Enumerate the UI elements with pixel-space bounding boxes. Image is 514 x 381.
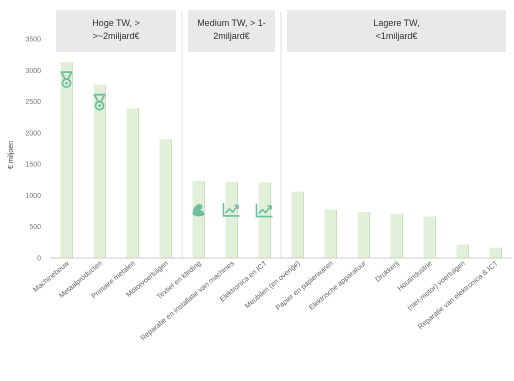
bar xyxy=(258,182,271,258)
group-header: Medium TW, > 1- 2miljard€ xyxy=(188,10,275,52)
bar xyxy=(390,213,403,258)
bar xyxy=(456,244,469,258)
group-title-line1: Medium TW, > 1- xyxy=(197,18,266,28)
y-tick-label: 2500 xyxy=(25,99,41,106)
flexed-arm-icon xyxy=(192,204,205,217)
y-axis-label: € miljoen xyxy=(8,141,15,169)
medal-icon xyxy=(60,71,73,89)
group-title-line2: <1miljard€ xyxy=(376,31,418,41)
bar xyxy=(423,216,436,258)
group-title-line2: >~2miljard€ xyxy=(92,31,139,41)
x-tick-label: Meubilen (en overige) xyxy=(243,259,302,311)
y-tick-labels: 0 500 1000 1500 2000 2500 3000 3500 xyxy=(25,37,41,263)
medal-icon xyxy=(93,93,106,111)
y-tick-label: 1000 xyxy=(25,193,41,200)
bar xyxy=(324,209,337,258)
bar-icons xyxy=(60,71,273,218)
trend-up-icon xyxy=(222,202,240,217)
y-tick-label: 500 xyxy=(29,224,41,231)
y-tick-label: 3500 xyxy=(25,37,41,44)
y-tick-label: 0 xyxy=(37,256,41,263)
group-title-line1: Lagere TW, xyxy=(373,18,419,28)
group-header-box xyxy=(287,10,506,52)
bar xyxy=(126,108,139,258)
group-title-line2: 2miljard€ xyxy=(213,31,250,41)
bar xyxy=(93,84,106,258)
bar xyxy=(159,139,172,258)
x-tick-label: (niet-motor) voertuigen xyxy=(405,259,466,313)
trend-up-icon xyxy=(255,203,273,218)
group-headers: Hoge TW, > >~2miljard€ Medium TW, > 1- 2mil… xyxy=(56,10,506,52)
bar xyxy=(192,181,205,258)
bar xyxy=(60,62,73,258)
y-tick-label: 3000 xyxy=(25,68,41,75)
x-tick-label: Papier en papierwaren xyxy=(274,259,335,312)
y-tick-label: 2000 xyxy=(25,130,41,137)
group-header: Hoge TW, > >~2miljard€ xyxy=(56,10,176,52)
bar xyxy=(357,212,370,258)
group-header: Lagere TW, <1miljard€ xyxy=(287,10,506,52)
group-dividers xyxy=(181,12,282,258)
bar xyxy=(489,247,502,258)
group-header-box xyxy=(56,10,176,52)
x-tick-label: Elektrische apparatuur xyxy=(307,258,368,312)
bars xyxy=(60,62,502,258)
group-title-line1: Hoge TW, > xyxy=(92,18,140,28)
group-header-box xyxy=(188,10,275,52)
bar xyxy=(291,191,304,258)
x-tick-label: Drukkerij xyxy=(373,258,401,283)
bar xyxy=(225,181,238,258)
y-tick-label: 1500 xyxy=(25,162,41,169)
